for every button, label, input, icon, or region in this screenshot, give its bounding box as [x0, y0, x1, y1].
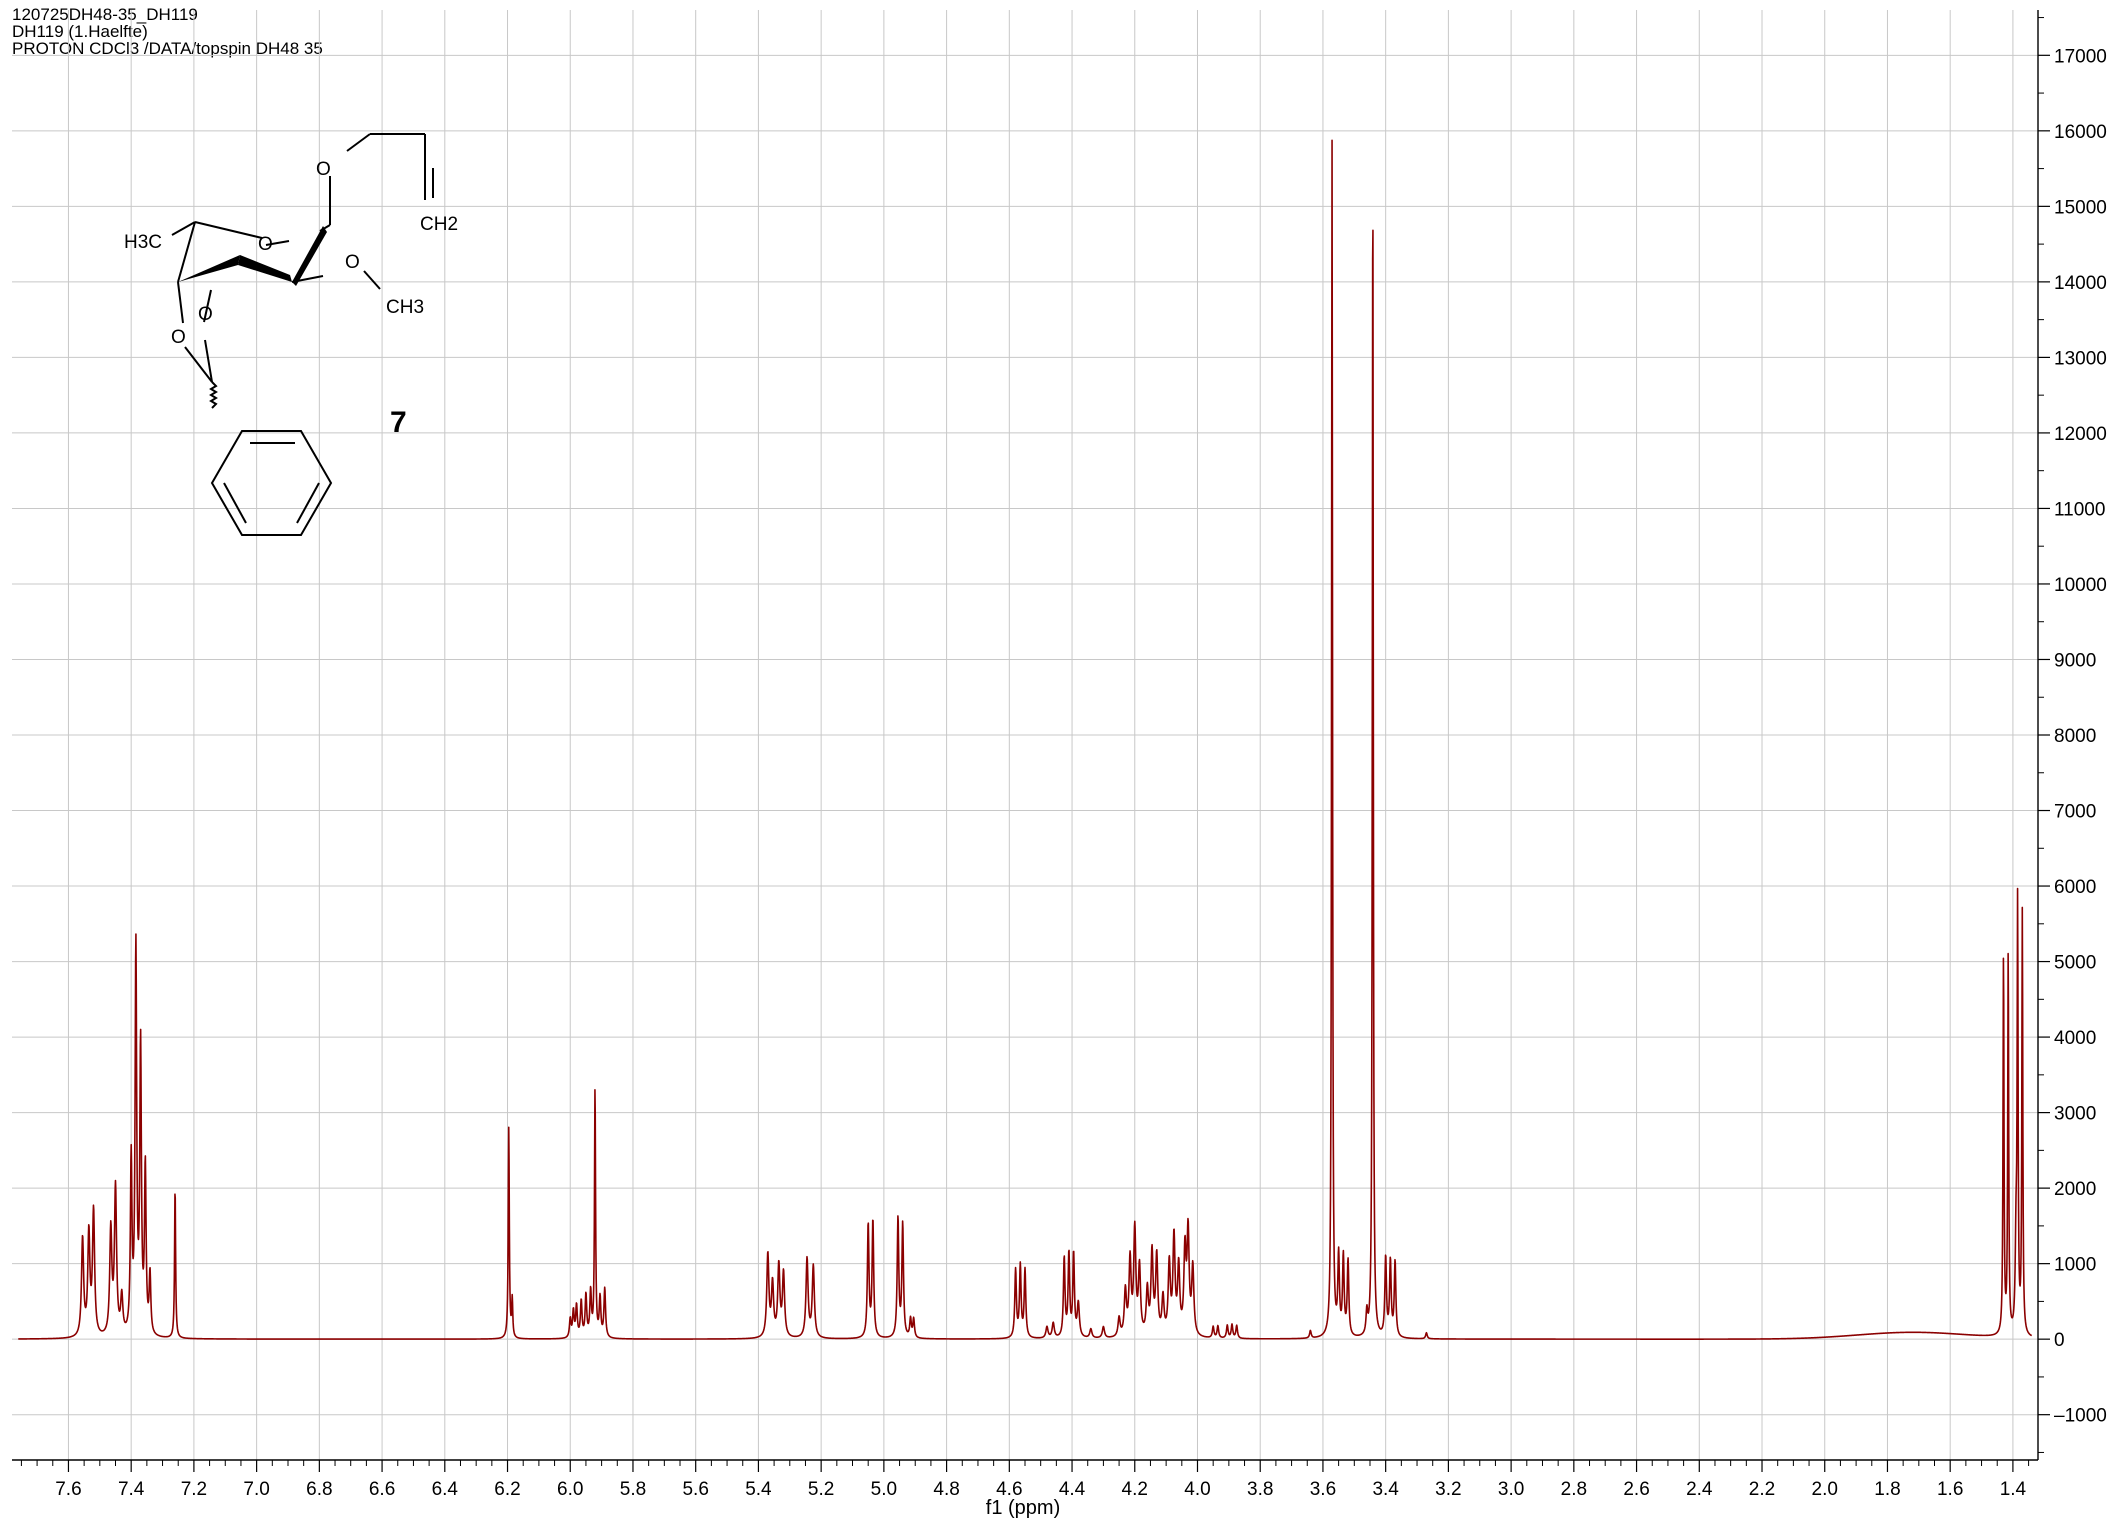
y-tick-label: 3000 — [2054, 1104, 2096, 1125]
x-tick-label: 2.8 — [1561, 1479, 1587, 1500]
x-tick-label: 5.4 — [745, 1479, 772, 1500]
x-tick-label: 4.6 — [996, 1479, 1022, 1500]
y-tick-label: 16000 — [2054, 122, 2107, 143]
x-tick-label: 1.6 — [1937, 1479, 1963, 1500]
y-tick-label: 17000 — [2054, 46, 2107, 67]
y-tick-label: 8000 — [2054, 726, 2096, 747]
x-tick-label: 3.6 — [1310, 1479, 1336, 1500]
x-tick-label: 4.2 — [1122, 1479, 1148, 1500]
x-tick-label: 7.0 — [243, 1479, 269, 1500]
x-tick-label: 5.6 — [682, 1479, 708, 1500]
x-tick-label: 7.4 — [118, 1479, 145, 1500]
x-tick-label: 4.4 — [1059, 1479, 1086, 1500]
y-tick-label: 5000 — [2054, 953, 2096, 974]
y-tick-label: 13000 — [2054, 348, 2107, 369]
x-tick-label: 6.8 — [306, 1479, 332, 1500]
structure-atom-labels: H3C O O CH2 O CH3 O O — [124, 159, 458, 348]
x-tick-label: 6.0 — [557, 1479, 583, 1500]
x-axis-ticks: 7.6 7.4 7.2 7.0 6.8 6.6 6.4 6.2 6.0 5.8 5.6 5.4 5.2 5… — [20, 1460, 2030, 1500]
x-tick-label: 4.0 — [1184, 1479, 1210, 1500]
y-tick-label: –1000 — [2054, 1406, 2107, 1427]
chemical-structure — [171, 133, 434, 536]
y-tick-label: 1000 — [2054, 1255, 2096, 1276]
x-tick-label: 5.8 — [620, 1479, 646, 1500]
y-tick-label: 12000 — [2054, 424, 2107, 445]
atom-label-ch2: CH2 — [420, 214, 458, 235]
x-tick-label: 3.8 — [1247, 1479, 1273, 1500]
y-tick-label: 15000 — [2054, 197, 2107, 218]
header-title: 120725DH48-35_DH119 — [12, 5, 198, 24]
x-tick-label: 3.0 — [1498, 1479, 1524, 1500]
x-tick-label: 7.6 — [55, 1479, 81, 1500]
x-tick-label: 2.0 — [1812, 1479, 1838, 1500]
x-axis-title: f1 (ppm) — [986, 1497, 1060, 1519]
compound-number: 7 — [390, 406, 407, 439]
x-tick-label: 1.8 — [1874, 1479, 1900, 1500]
x-tick-label: 2.4 — [1686, 1479, 1713, 1500]
y-tick-label: 4000 — [2054, 1028, 2096, 1049]
y-tick-label: 7000 — [2054, 802, 2096, 823]
x-tick-label: 4.8 — [933, 1479, 959, 1500]
x-tick-label: 6.6 — [369, 1479, 395, 1500]
x-tick-label: 6.2 — [494, 1479, 520, 1500]
y-axis-ticks: –1000 0 1000 2000 3000 4000 5000 6000 7000 8000 90… — [2038, 17, 2107, 1453]
atom-label-h3c: H3C — [124, 232, 162, 253]
atom-label-ch3: CH3 — [386, 297, 424, 318]
spectrum-trace — [17, 139, 2033, 1340]
x-tick-label: 1.4 — [2000, 1479, 2027, 1500]
x-tick-label: 5.0 — [871, 1479, 897, 1500]
atom-label-ring-oxygen: O — [258, 234, 273, 255]
x-tick-label: 3.4 — [1372, 1479, 1399, 1500]
x-tick-label: 7.2 — [181, 1479, 207, 1500]
grid-lines — [12, 10, 2038, 1460]
atom-label-allyl-oxygen: O — [316, 159, 331, 180]
x-tick-label: 3.2 — [1435, 1479, 1461, 1500]
atom-label-acetal-oxygen-left: O — [171, 327, 186, 348]
atom-label-methoxy-oxygen: O — [345, 252, 360, 273]
y-tick-label: 14000 — [2054, 273, 2107, 294]
x-tick-label: 2.2 — [1749, 1479, 1775, 1500]
header-parameters: PROTON CDCl3 /DATA/topspin DH48 35 — [12, 39, 323, 58]
y-tick-label: 10000 — [2054, 575, 2107, 596]
y-tick-label: 6000 — [2054, 877, 2096, 898]
x-tick-label: 6.4 — [432, 1479, 459, 1500]
y-tick-label: 0 — [2054, 1330, 2065, 1351]
spectrum-header: 120725DH48-35_DH119 DH119 (1.Haelfte) PR… — [12, 6, 323, 57]
x-tick-label: 2.6 — [1623, 1479, 1649, 1500]
y-tick-label: 11000 — [2054, 499, 2105, 520]
atom-label-acetal-oxygen-right: O — [198, 304, 213, 325]
header-subtitle: DH119 (1.Haelfte) — [12, 22, 148, 41]
structure-wedges — [178, 226, 327, 286]
x-tick-label: 5.2 — [808, 1479, 834, 1500]
y-tick-label: 2000 — [2054, 1179, 2096, 1200]
y-tick-label: 9000 — [2054, 650, 2096, 671]
